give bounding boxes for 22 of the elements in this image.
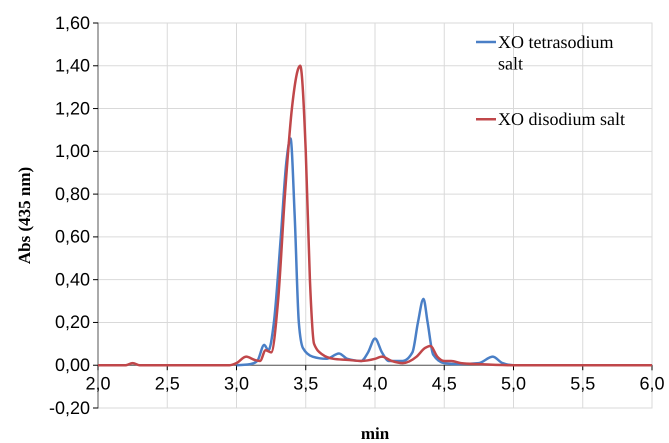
- x-tick-label: 2,5: [154, 373, 180, 394]
- x-axis-title: min: [360, 424, 390, 443]
- x-tick-label: 3,5: [293, 373, 318, 394]
- y-tick-label: 1,40: [54, 56, 90, 76]
- y-tick-label: 0,40: [54, 269, 90, 290]
- y-tick-label: 0,80: [54, 184, 90, 204]
- y-tick-label: 1,00: [54, 141, 90, 162]
- x-tick-label: 4,0: [362, 373, 388, 394]
- y-tick-label: 1,20: [54, 98, 90, 118]
- y-tick-label: 1,60: [54, 12, 90, 33]
- x-tick-label: 4,5: [432, 373, 457, 394]
- y-tick-label: 0,60: [54, 226, 90, 247]
- legend-label: XO disodium salt: [498, 109, 626, 130]
- y-tick-label: 0,00: [54, 354, 90, 375]
- x-tick-label: 3,0: [224, 373, 250, 394]
- y-axis-title: Abs (435 nm): [15, 166, 34, 264]
- x-tick-label: 5,5: [570, 373, 596, 394]
- x-tick-label: 6,0: [639, 373, 665, 394]
- legend-label: XO tetrasodium salt: [498, 32, 614, 74]
- y-tick-label: -0,20: [48, 398, 90, 418]
- y-tick-label: 0,20: [54, 312, 90, 332]
- x-tick-label: 5,0: [500, 373, 526, 394]
